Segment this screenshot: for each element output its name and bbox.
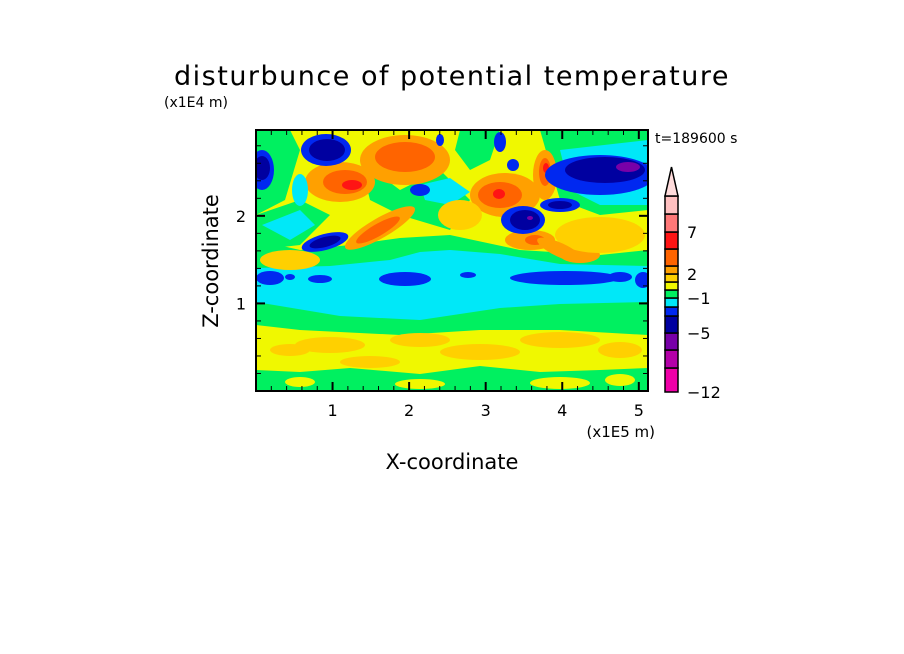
contour-region xyxy=(295,337,365,353)
colorbar-box xyxy=(664,273,679,283)
contour-region xyxy=(420,178,470,205)
contour-field xyxy=(256,130,648,391)
x-tick-label: 3 xyxy=(481,401,491,420)
colorbar-label: 7 xyxy=(687,223,697,242)
contour-region xyxy=(635,272,648,288)
contour-region xyxy=(598,342,642,358)
contour-region xyxy=(510,271,620,285)
x-axis-label: X-coordinate xyxy=(386,450,519,474)
contour-region xyxy=(256,130,300,215)
contour-region xyxy=(285,274,295,280)
contour-region xyxy=(256,250,648,320)
colorbar-box xyxy=(664,281,679,291)
contour-region xyxy=(356,216,400,244)
contour-region xyxy=(493,189,505,199)
colorbar-box xyxy=(664,349,679,369)
contour-region xyxy=(308,275,332,283)
contour-region xyxy=(440,344,520,360)
x-tick-label: 5 xyxy=(634,401,644,420)
contour-region xyxy=(375,142,435,172)
contour-region xyxy=(410,184,430,196)
x-scale-label: (x1E5 m) xyxy=(586,423,655,441)
colorbar-box xyxy=(664,213,679,233)
y-axis-label: Z-coordinate xyxy=(199,194,223,328)
colorbar-extend-triangle xyxy=(664,166,679,197)
contour-region xyxy=(520,332,600,348)
contour-region xyxy=(605,374,635,386)
colorbar-box xyxy=(664,332,679,351)
contour-region xyxy=(548,201,572,209)
plot-frame xyxy=(255,129,649,392)
contour-region xyxy=(260,250,320,270)
contour-region xyxy=(395,379,445,389)
colorbar-box xyxy=(664,231,679,250)
colorbar-box xyxy=(664,306,679,317)
colorbar-label: 2 xyxy=(687,265,697,284)
colorbar-label: −5 xyxy=(687,324,711,343)
contour-region xyxy=(608,272,632,282)
y-tick-label: 1 xyxy=(236,294,246,313)
contour-region xyxy=(510,210,540,230)
x-tick-label: 4 xyxy=(557,401,567,420)
x-tick-label: 1 xyxy=(327,401,337,420)
colorbar-box xyxy=(664,367,679,393)
contour-region xyxy=(270,344,310,356)
colorbar-box xyxy=(664,248,679,267)
y-tick-label: 2 xyxy=(236,207,246,226)
contour-region xyxy=(342,180,362,190)
axis-ticks xyxy=(256,130,648,391)
colorbar-box xyxy=(664,265,679,275)
colorbar-label: −1 xyxy=(687,289,711,308)
colorbar-box xyxy=(664,195,679,215)
colorbar-label: −12 xyxy=(687,383,721,402)
colorbar-box xyxy=(664,315,679,334)
contour-region xyxy=(438,200,482,230)
chart-title: disturbunce of potential temperature xyxy=(174,61,730,92)
colorbar-box xyxy=(664,289,679,299)
contour-region xyxy=(309,139,345,161)
contour-region xyxy=(262,210,315,240)
contour-region xyxy=(616,162,640,172)
contour-region xyxy=(530,377,590,389)
contour-region xyxy=(537,237,583,263)
colorbar-box xyxy=(664,297,679,308)
time-label: t=189600 s xyxy=(655,131,737,147)
y-scale-label: (x1E4 m) xyxy=(164,95,228,111)
contour-region xyxy=(256,156,270,180)
contour-region xyxy=(285,377,315,387)
contour-region xyxy=(436,134,444,146)
contour-region xyxy=(455,130,500,170)
contour-region xyxy=(555,217,645,253)
contour-region xyxy=(379,272,431,286)
x-tick-label: 2 xyxy=(404,401,414,420)
contour-region xyxy=(460,272,476,278)
contour-region xyxy=(494,132,506,152)
contour-region xyxy=(507,159,519,171)
contour-region xyxy=(390,333,450,347)
contour-region xyxy=(527,216,533,220)
contour-region xyxy=(292,174,308,206)
contour-region xyxy=(340,356,400,368)
contour-region xyxy=(309,235,341,249)
contour-layers xyxy=(256,130,648,391)
contour-region xyxy=(256,271,284,285)
colorbar xyxy=(664,166,679,393)
